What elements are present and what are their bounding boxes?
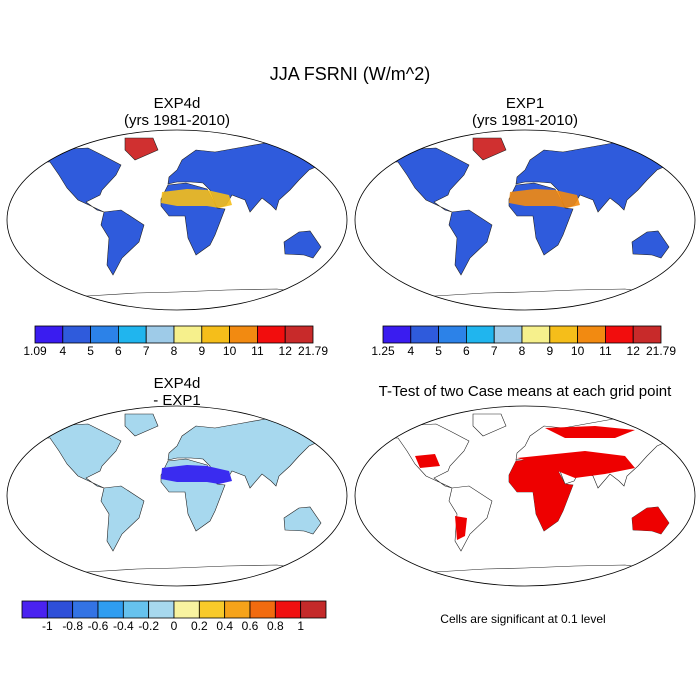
colorbar-swatch <box>465 325 495 344</box>
panel-title: EXP1 <box>506 95 544 112</box>
colorbar-swatch <box>382 325 412 344</box>
panel-subtitle: - EXP1 <box>153 392 201 409</box>
colorbar-label: 21.79 <box>646 344 676 358</box>
colorbar-label: 12 <box>279 344 293 358</box>
panel-title: EXP4d <box>154 375 201 392</box>
colorbar-label: 9 <box>198 344 205 358</box>
colorbar-label: 10 <box>223 344 237 358</box>
colorbar-label: 21.79 <box>298 344 328 358</box>
colorbar-label: 5 <box>435 344 442 358</box>
figure-title: JJA FSRNI (W/m^2) <box>270 64 430 84</box>
colorbar-swatch <box>118 325 147 344</box>
colorbar-label: 8 <box>519 344 526 358</box>
colorbar-swatch <box>521 325 551 344</box>
colorbar-swatch <box>274 600 302 619</box>
colorbar-label: 0.2 <box>191 619 208 633</box>
colorbar-label: 0 <box>171 619 178 633</box>
colorbar-swatch <box>577 325 606 344</box>
colorbar-label: 1.25 <box>371 344 395 358</box>
map <box>354 405 696 587</box>
colorbar-swatch <box>145 325 175 344</box>
colorbar-swatch <box>173 600 200 619</box>
colorbar-swatch <box>122 600 150 619</box>
colorbar-label: 1.09 <box>23 344 47 358</box>
colorbar-swatch <box>62 325 91 344</box>
colorbar-swatch <box>97 600 124 619</box>
colorbar-label: 0.6 <box>242 619 259 633</box>
colorbar-swatch <box>300 600 327 619</box>
colorbar-swatch <box>229 325 258 344</box>
colorbar-label: 5 <box>87 344 94 358</box>
colorbar-label: 1 <box>297 619 304 633</box>
colorbar-swatch <box>632 325 662 344</box>
colorbar-swatch <box>284 325 314 344</box>
colorbar-swatch <box>148 600 175 619</box>
map <box>354 129 696 311</box>
colorbar-swatch <box>34 325 64 344</box>
colorbar-label: -0.4 <box>113 619 134 633</box>
colorbar-label: 11 <box>251 344 264 358</box>
colorbar-label: 4 <box>59 344 66 358</box>
colorbar-label: 12 <box>627 344 641 358</box>
panel-title: T-Test of two Case means at each grid po… <box>379 383 672 400</box>
colorbar-label: 8 <box>171 344 178 358</box>
significance-note: Cells are significant at 0.1 level <box>440 612 605 626</box>
colorbar-swatch <box>90 325 119 344</box>
colorbar-label: 6 <box>115 344 122 358</box>
colorbar-label: 4 <box>407 344 414 358</box>
colorbar-label: -0.6 <box>88 619 109 633</box>
colorbar-swatch <box>72 600 99 619</box>
map <box>6 405 348 587</box>
colorbar-swatch <box>410 325 439 344</box>
colorbar-label: 7 <box>491 344 498 358</box>
colorbar-swatch <box>438 325 467 344</box>
colorbar-swatch <box>46 600 74 619</box>
colorbar-label: 9 <box>546 344 553 358</box>
colorbar-swatch <box>605 325 634 344</box>
colorbar-swatch <box>249 600 276 619</box>
colorbar-swatch <box>173 325 203 344</box>
colorbar-swatch <box>198 600 226 619</box>
colorbar-swatch <box>224 600 251 619</box>
colorbar-swatch <box>256 325 286 344</box>
panel-subtitle: (yrs 1981-2010) <box>124 112 230 129</box>
colorbar-swatch <box>201 325 231 344</box>
colorbar-swatch <box>549 325 578 344</box>
colorbar-label: 0.4 <box>216 619 233 633</box>
panel-subtitle: (yrs 1981-2010) <box>472 112 578 129</box>
colorbar-label: -0.8 <box>62 619 83 633</box>
colorbar-label: 0.8 <box>267 619 284 633</box>
colorbar-swatch <box>21 600 48 619</box>
colorbar-label: 6 <box>463 344 470 358</box>
colorbar-label: 10 <box>571 344 585 358</box>
map <box>6 129 348 311</box>
colorbar-label: -1 <box>42 619 53 633</box>
colorbar-label: 11 <box>599 344 612 358</box>
colorbar-swatch <box>493 325 523 344</box>
colorbar-label: -0.2 <box>138 619 159 633</box>
colorbar-label: 7 <box>143 344 150 358</box>
panel-title: EXP4d <box>154 95 201 112</box>
